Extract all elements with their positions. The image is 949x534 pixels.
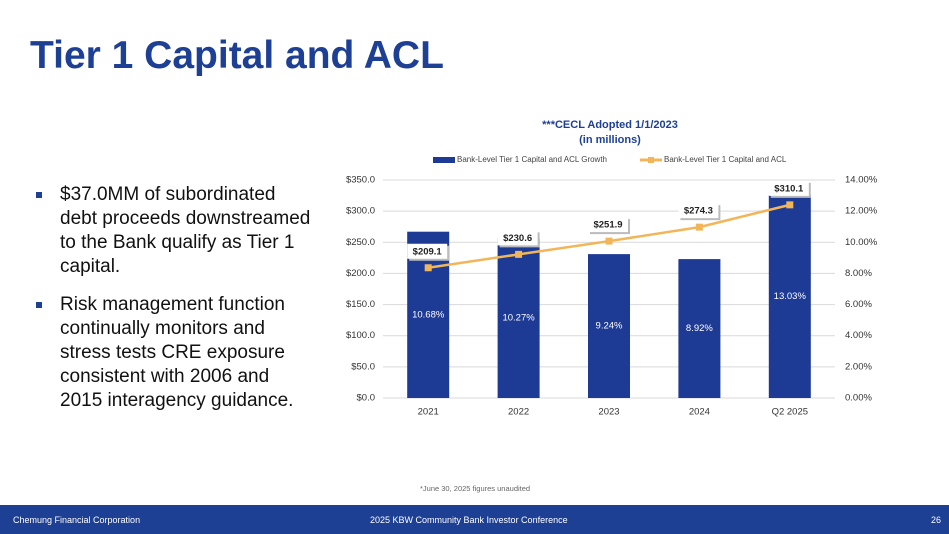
legend-swatch xyxy=(648,157,654,163)
y-tick-label: $300.0 xyxy=(346,206,375,217)
page-number: 26 xyxy=(930,515,941,525)
label-box xyxy=(497,230,538,246)
x-tick-label: 2021 xyxy=(418,407,439,418)
y2-tick-label: 14.00% xyxy=(845,175,878,186)
x-tick-label: Q2 2025 xyxy=(772,407,808,418)
bar xyxy=(588,254,630,398)
x-tick-label: 2023 xyxy=(598,407,619,418)
legend-label: Bank-Level Tier 1 Capital and ACL xyxy=(664,155,787,164)
line-marker xyxy=(605,237,613,245)
bullet: $37.0MM of subordinated debt proceeds do… xyxy=(36,183,316,279)
chart-subtitle: (in millions) xyxy=(579,134,641,146)
y-tick-label: $250.0 xyxy=(346,237,375,248)
y-tick-label: $50.0 xyxy=(351,361,375,372)
y-tick-label: $200.0 xyxy=(346,268,375,279)
bar xyxy=(768,195,811,398)
label-box xyxy=(768,180,809,196)
y2-tick-label: 0.00% xyxy=(845,393,872,404)
y-tick-label: $350.0 xyxy=(346,175,375,186)
y2-tick-label: 10.00% xyxy=(845,237,878,248)
bullet-text: Risk management function continually mon… xyxy=(60,294,294,411)
x-tick-label: 2024 xyxy=(689,407,710,418)
bullet-text: $37.0MM of subordinated debt proceeds do… xyxy=(60,184,311,277)
footer-left: Chemung Financial Corporation xyxy=(13,515,141,525)
footer-bar xyxy=(0,505,949,534)
bar xyxy=(678,259,721,398)
y2-tick-label: 6.00% xyxy=(845,299,872,310)
label-box xyxy=(407,243,448,259)
bar-value-label: 13.03% xyxy=(774,291,807,302)
bar-value-label: 10.68% xyxy=(412,309,445,320)
y-tick-label: $100.0 xyxy=(346,330,375,341)
bar-value-label: 8.92% xyxy=(686,323,713,334)
y2-tick-label: 8.00% xyxy=(845,268,872,279)
line-value-label: $274.3 xyxy=(684,206,713,217)
bar-value-label: 9.24% xyxy=(596,321,623,332)
line-marker xyxy=(515,250,523,258)
line-value-label: $251.9 xyxy=(593,220,622,231)
line-marker xyxy=(786,201,794,209)
footer-center: 2025 KBW Community Bank Investor Confere… xyxy=(370,515,568,525)
y2-tick-label: 12.00% xyxy=(845,206,878,217)
bullet: Risk management function continually mon… xyxy=(36,293,316,413)
line-value-label: $310.1 xyxy=(774,183,804,194)
y2-tick-label: 4.00% xyxy=(845,330,872,341)
label-box xyxy=(678,203,719,219)
chart-title: ***CECL Adopted 1/1/2023 xyxy=(542,119,678,131)
y-tick-label: $150.0 xyxy=(346,299,375,310)
legend-swatch xyxy=(433,157,455,163)
line-marker xyxy=(424,264,432,272)
y-tick-label: $0.0 xyxy=(357,393,376,404)
footnote: *June 30, 2025 figures unaudited xyxy=(420,484,531,493)
y2-tick-label: 2.00% xyxy=(845,361,872,372)
x-tick-label: 2022 xyxy=(508,407,529,418)
legend-label: Bank-Level Tier 1 Capital and ACL Growth xyxy=(457,155,607,164)
line-value-label: $209.1 xyxy=(413,246,443,257)
line-marker xyxy=(695,223,703,231)
bar xyxy=(497,238,540,398)
line-value-label: $230.6 xyxy=(503,233,532,244)
label-box xyxy=(588,217,628,233)
bar-value-label: 10.27% xyxy=(502,313,535,324)
slide-title: Tier 1 Capital and ACL xyxy=(30,34,444,77)
